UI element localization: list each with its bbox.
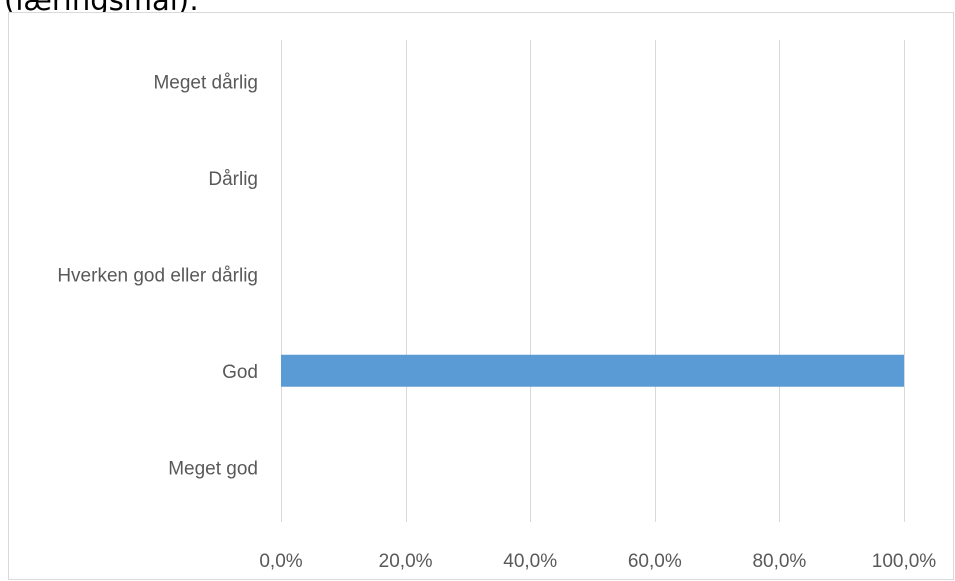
x-tick-label: 60,0% — [628, 551, 682, 572]
chart-heading: (læringsmål): — [4, 0, 199, 17]
x-tick-label: 80,0% — [752, 551, 806, 572]
chart-area — [8, 12, 954, 580]
category-labels: Meget dårlig Dårlig Hverken god eller dårl… — [57, 72, 258, 479]
x-tick-label: 40,0% — [503, 551, 557, 572]
x-tick-label: 100,0% — [872, 551, 937, 572]
x-tick-labels: 0,0% 20,0% 40,0% 60,0% 80,0% 100,0% — [259, 551, 936, 572]
category-label: Meget god — [168, 458, 258, 479]
gridlines — [281, 40, 905, 522]
category-label: Meget dårlig — [153, 72, 258, 93]
category-label: Hverken god eller dårlig — [57, 265, 258, 286]
x-tick-label: 0,0% — [259, 551, 302, 572]
bars — [281, 354, 904, 387]
bar — [281, 354, 904, 387]
category-label: Dårlig — [208, 169, 258, 190]
x-tick-label: 20,0% — [379, 551, 433, 572]
category-label: God — [222, 362, 258, 383]
